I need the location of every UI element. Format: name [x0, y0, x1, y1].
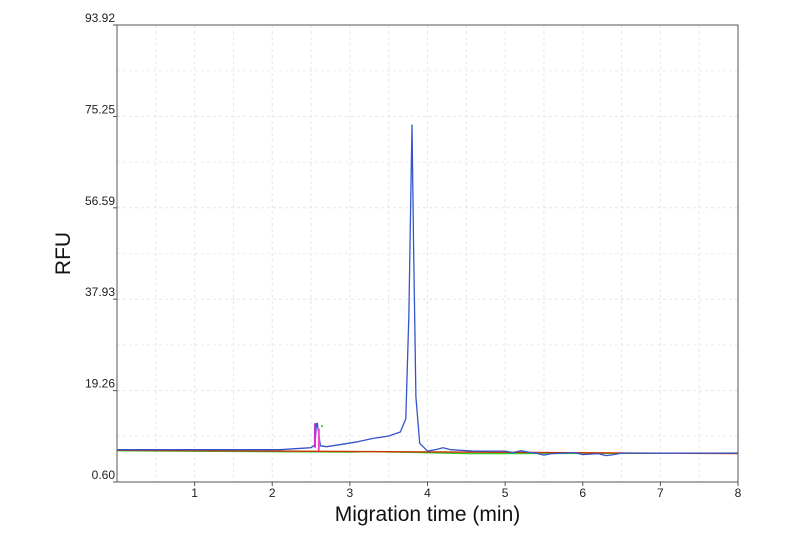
- grid-layer: [117, 25, 738, 482]
- y-tick-label: 37.93: [85, 285, 115, 299]
- x-tick-label: 7: [657, 486, 664, 500]
- x-tick-label: 3: [347, 486, 354, 500]
- x-tick-label: 2: [269, 486, 276, 500]
- y-tick-label: 75.25: [85, 102, 115, 116]
- y-tick-label: 0.60: [92, 468, 116, 482]
- x-tick-label: 6: [579, 486, 586, 500]
- x-tick-label: 1: [191, 486, 198, 500]
- series-line-1: [117, 124, 738, 457]
- annotation-layer: [313, 423, 323, 451]
- x-tick-label: 4: [424, 486, 431, 500]
- x-axis-ticks: 1 2 3 4 5 6 7 8: [191, 482, 742, 500]
- y-tick-label: 56.59: [85, 194, 115, 208]
- y-tick-label: 19.26: [85, 377, 115, 391]
- x-axis-title: Migration time (min): [335, 503, 521, 526]
- x-tick-label: 5: [502, 486, 509, 500]
- y-axis-title: RFU: [52, 232, 75, 275]
- y-tick-label: 93.92: [85, 11, 115, 25]
- series-layer: [116, 124, 739, 457]
- y-axis-ticks: 0.60 19.26 37.93 56.59 75.25 93.92: [85, 11, 117, 483]
- x-tick-label: 8: [735, 486, 742, 500]
